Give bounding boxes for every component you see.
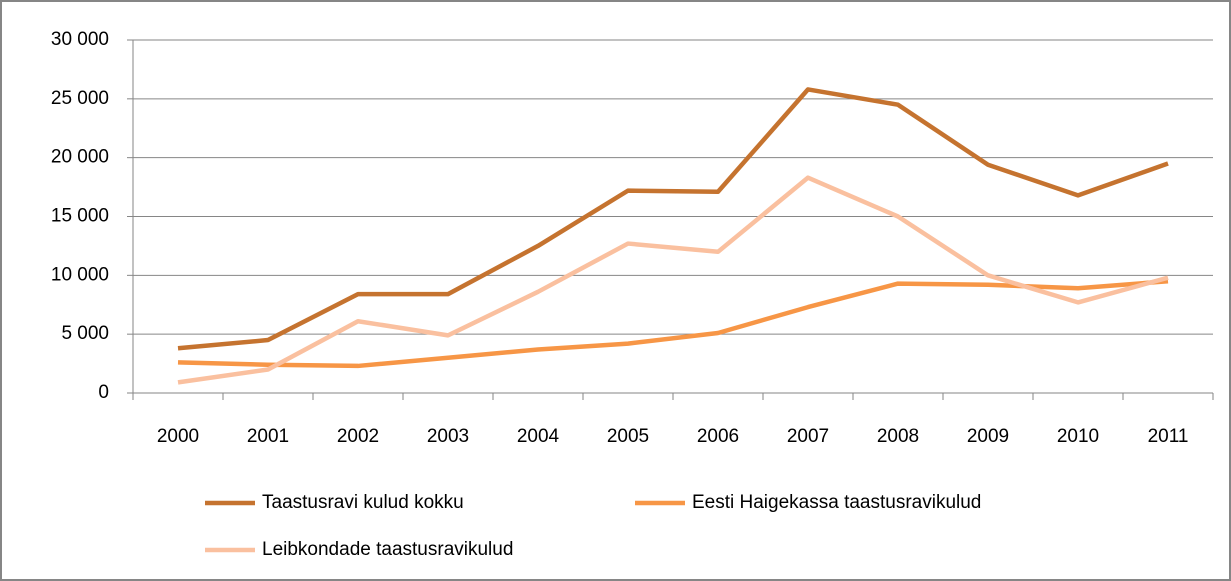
legend-label: Leibkondade taastusravikulud xyxy=(262,539,513,560)
y-tick-label: 15 000 xyxy=(51,206,109,227)
x-tick-label: 2007 xyxy=(787,426,829,447)
y-tick-label: 5 000 xyxy=(61,323,109,344)
series-line xyxy=(177,87,1169,351)
x-tick-label: 2003 xyxy=(427,426,469,447)
legend-label: Taastusravi kulud kokku xyxy=(262,492,464,513)
y-tick-label: 10 000 xyxy=(51,264,109,285)
y-tick-label: 30 000 xyxy=(51,29,109,50)
series-line xyxy=(177,278,1169,369)
x-tick-label: 2006 xyxy=(697,426,739,447)
x-tick-label: 2001 xyxy=(247,426,289,447)
x-tick-label: 2011 xyxy=(1148,426,1189,447)
legend-label: Eesti Haigekassa taastusravikulud xyxy=(692,492,981,513)
y-tick-label: 20 000 xyxy=(51,147,109,168)
y-tick-label: 0 xyxy=(98,382,109,403)
x-tick-label: 2004 xyxy=(517,426,560,447)
x-tick-label: 2005 xyxy=(607,426,649,447)
y-tick-label: 25 000 xyxy=(51,88,109,109)
series-line xyxy=(177,175,1169,385)
x-tick-label: 2010 xyxy=(1057,426,1099,447)
x-tick-label: 2009 xyxy=(967,426,1009,447)
x-tick-label: 2002 xyxy=(337,426,379,447)
x-tick-label: 2000 xyxy=(157,426,199,447)
x-tick-label: 2008 xyxy=(877,426,919,447)
